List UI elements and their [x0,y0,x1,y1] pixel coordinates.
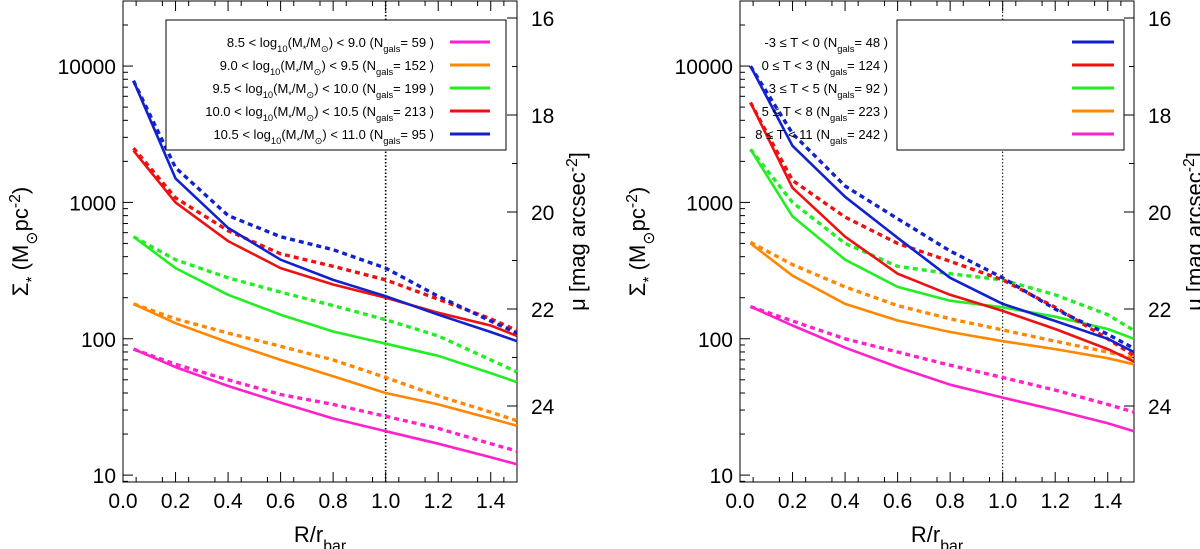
legend-label: 5 ≤ T < 8 (Ngals= 223 ) [762,104,888,123]
y2-tick-label: 18 [531,105,554,128]
y2-tick-label: 24 [1148,396,1172,419]
y-tick-label: 100 [81,329,116,352]
x-tick-label: 1.2 [424,490,453,513]
y-tick-label: 100 [698,329,733,352]
series-line [749,65,1135,354]
x-tick-label: 1.0 [988,490,1017,513]
y2-tick-label: 18 [1148,105,1171,128]
legend-box [165,19,507,151]
series-line [132,80,518,343]
x-tick-label: 0.8 [936,490,965,513]
series-line [749,304,1135,414]
y-tick-label: 1000 [686,192,733,215]
y-axis-title-right: μ [mag arcsec-2] [1181,152,1200,311]
x-axis-title: R/rbar [911,522,964,549]
legend-label: 0 ≤ T < 3 (Ngals= 124 ) [762,58,888,77]
series-line [132,302,518,428]
series-line [749,148,1135,341]
x-tick-label: 0.8 [319,490,348,513]
series-line [132,347,518,453]
series-line [132,302,518,423]
x-tick-label: 1.4 [476,490,506,513]
right-panel: 0.0 0.2 0.4 0.6 0.8 1.0 1.2 1.4 10 100 1000 10000 16… [624,0,1200,549]
x-tick-label: 0.4 [213,490,243,513]
y2-tick-label: 16 [1148,8,1171,31]
y-tick-label: 10000 [58,56,116,79]
series-line [132,347,518,466]
y2-tick-label: 20 [1148,202,1171,225]
legend-label: 9.0 < log10(M*/M⊙) < 9.5 (Ngals= 152 ) [220,58,434,77]
y2-tick-label: 24 [531,396,555,419]
x-tick-label: 0.2 [778,490,807,513]
x-tick-label: 1.4 [1093,490,1123,513]
series-line [132,235,518,374]
series-line [132,149,518,338]
series-line [749,305,1135,433]
y2-tick-label: 20 [531,202,554,225]
y2-tick-label: 16 [531,8,554,31]
y2-tick-label: 22 [1148,299,1171,322]
legend-label: 10.0 < log10(M*/M⊙) < 10.5 (Ngals= 213 ) [205,104,434,123]
legend-label: 8 ≤ T < 11 (Ngals= 242 ) [755,127,888,146]
y-tick-label: 10000 [675,56,733,79]
y-axis-title-right: μ [mag arcsec-2] [564,152,591,311]
legend-label: 3 ≤ T < 5 (Ngals= 92 ) [769,81,888,100]
y-tick-label: 1000 [69,192,116,215]
series-line [749,240,1135,360]
series-line [132,147,518,333]
left-panel: 0.0 0.2 0.4 0.6 0.8 1.0 1.2 1.4 10 100 1000 10000 16… [7,0,591,549]
legend-label: 8.5 < log10(M*/M⊙) < 9.0 (Ngals= 59 ) [227,35,434,54]
legend-label: 9.5 < log10(M*/M⊙) < 10.0 (Ngals= 199 ) [212,81,434,100]
y2-tick-label: 22 [531,299,554,322]
x-tick-label: 0.4 [830,490,860,513]
x-tick-label: 0.0 [725,490,754,513]
series-line [749,148,1135,332]
y-axis-title-left: Σ* (M⊙pc-2) [624,187,658,296]
legend-box [896,19,1125,151]
y-tick-label: 10 [93,465,116,488]
series-line [749,65,1135,350]
legend-label: -3 ≤ T < 0 (Ngals= 48 ) [764,35,888,54]
series-line [749,242,1135,366]
x-tick-label: 0.2 [161,490,190,513]
series-line [749,101,1135,363]
legend-label: 10.5 < log10(M*/M⊙) < 11.0 (Ngals= 95 ) [213,127,434,146]
x-tick-label: 1.2 [1041,490,1070,513]
y-tick-label: 10 [710,465,733,488]
x-tick-label: 0.6 [883,490,912,513]
x-tick-label: 1.0 [371,490,400,513]
x-axis-title: R/rbar [294,522,347,549]
x-tick-label: 0.0 [108,490,137,513]
series-line [131,80,518,335]
series-line [749,101,1135,358]
y-axis-title-left: Σ* (M⊙pc-2) [7,187,41,296]
x-tick-label: 0.6 [266,490,295,513]
series-line [132,235,518,384]
